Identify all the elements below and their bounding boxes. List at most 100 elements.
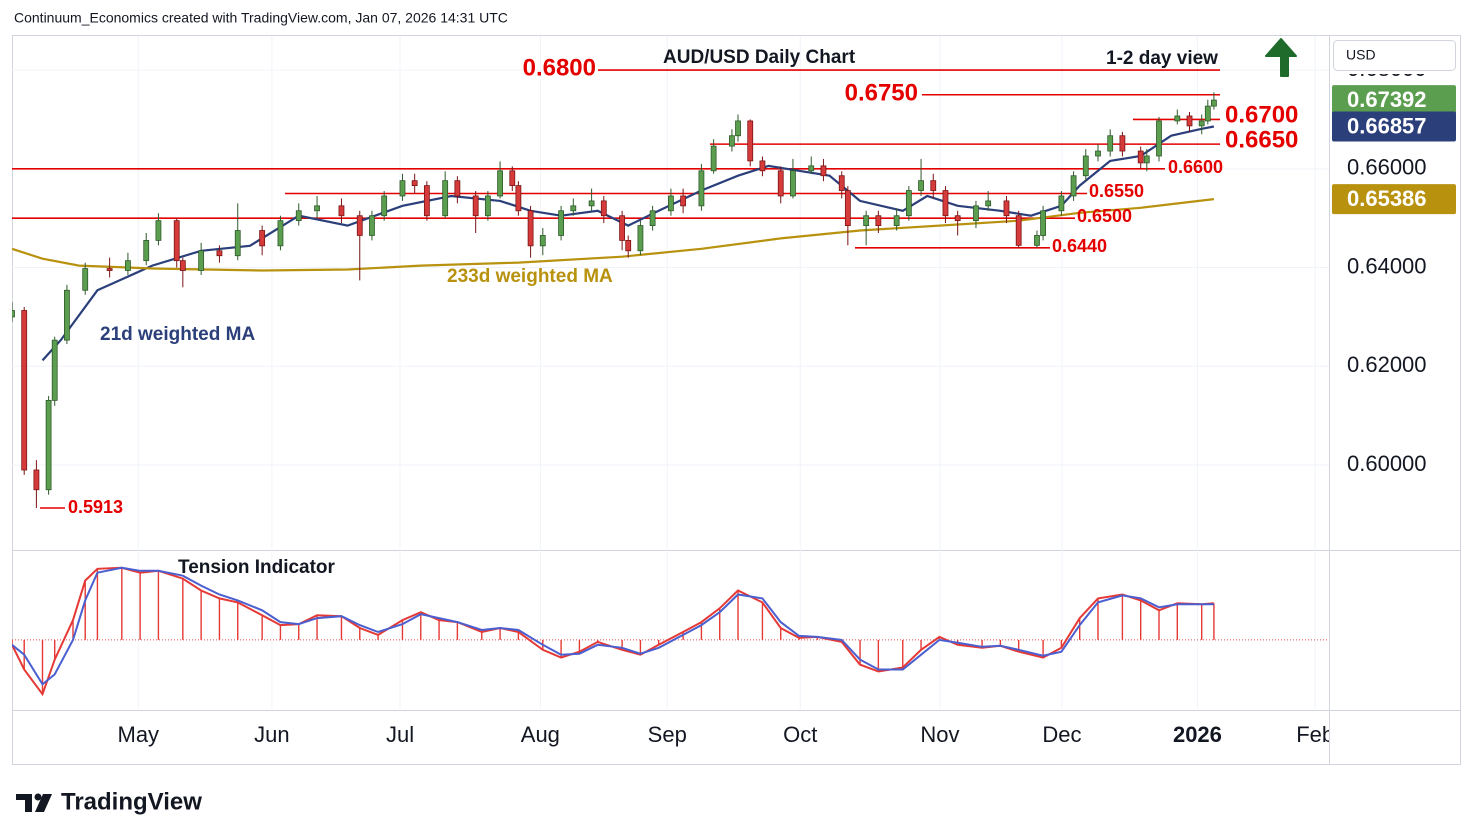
candle-body	[539, 235, 546, 247]
candle-body	[1186, 115, 1193, 127]
candle-body	[423, 185, 430, 217]
candle-body	[381, 195, 388, 217]
indicator-title: Tension Indicator	[178, 557, 336, 578]
candle-body	[844, 190, 851, 226]
candle-body	[1204, 105, 1211, 122]
currency: USD	[1346, 47, 1376, 63]
logo-mark	[16, 794, 32, 812]
x-tick-label: 2026	[1173, 722, 1222, 747]
candle-body	[1119, 135, 1126, 152]
x-tick-label: May	[118, 722, 160, 747]
price-pane	[12, 69, 1220, 509]
frame	[12, 35, 1461, 765]
candle-body	[918, 180, 924, 191]
candle-body	[1040, 210, 1046, 236]
y-tick-label: 0.62000	[1347, 352, 1427, 377]
candle-body	[51, 339, 58, 401]
candle-body	[588, 200, 595, 207]
candle-body	[893, 215, 900, 226]
candle-body	[1095, 150, 1101, 157]
price-badge	[1332, 85, 1456, 116]
level-label: 0.6750	[845, 79, 918, 106]
x-tick-label: Jun	[254, 722, 289, 747]
price-badge	[1332, 111, 1456, 142]
candle-body	[905, 190, 912, 217]
candle-body	[1143, 155, 1150, 164]
candle-body	[33, 469, 40, 491]
candle-body	[954, 215, 961, 222]
candle-body	[295, 210, 302, 222]
candle-body	[527, 210, 534, 247]
candle-body	[82, 268, 89, 291]
candle-body	[277, 220, 284, 247]
header: Continuum_Economics created with Trading…	[14, 10, 508, 26]
candle-body	[314, 205, 320, 212]
candle-body	[234, 230, 241, 257]
candle-body	[1174, 115, 1181, 122]
price-badge	[1332, 184, 1456, 215]
candle-body	[680, 195, 687, 207]
candle-body	[125, 260, 131, 271]
candle-body	[497, 170, 503, 197]
x-tick-label: Aug	[521, 722, 560, 747]
candle-body	[838, 175, 845, 191]
candle-body	[1003, 200, 1010, 217]
candle-body	[570, 205, 577, 212]
y-tick-label: 0.66000	[1347, 155, 1427, 180]
candle-body	[1211, 99, 1217, 107]
level-label: 0.6500	[1077, 206, 1132, 226]
time-axis: May Jun Jul Aug Sep Oct Nov Dec 2026 Feb	[118, 722, 1334, 747]
candle-body	[515, 185, 522, 212]
candle-body	[710, 145, 717, 172]
candle-body	[21, 310, 28, 471]
candle-body	[1156, 120, 1162, 157]
candle-body	[985, 200, 992, 207]
candle-body	[863, 215, 870, 226]
candle-body	[198, 250, 205, 271]
candle-body	[509, 170, 516, 187]
level-label: 0.6650	[1225, 126, 1298, 153]
candle-body	[777, 170, 784, 197]
price-badge-label: 0.65386	[1347, 186, 1427, 211]
chart-title: AUD/USD Daily Chart	[663, 47, 856, 68]
candle-body	[442, 180, 449, 217]
candle-body	[600, 200, 607, 217]
candle-body	[338, 205, 345, 217]
x-tick-label: Feb	[1296, 722, 1334, 747]
candle-body	[820, 165, 827, 177]
level-label: 0.6600	[1168, 157, 1223, 177]
logo: TradingView	[16, 788, 202, 815]
y-tick-label: 0.60000	[1347, 451, 1427, 476]
candle-body	[155, 220, 162, 241]
candle-body	[64, 289, 70, 341]
candle-body	[179, 260, 186, 271]
candle-body	[747, 120, 754, 162]
y-tick-label: 0.64000	[1347, 253, 1427, 278]
level-label: 0.6800	[523, 54, 596, 81]
x-tick-label: Dec	[1042, 722, 1081, 747]
candle-body	[106, 268, 113, 271]
candle-body	[143, 240, 150, 262]
candle-body	[45, 399, 52, 491]
x-tick-label: Oct	[783, 722, 817, 747]
candle-body	[1198, 120, 1205, 127]
candle-body	[484, 195, 491, 217]
candle-body	[216, 250, 223, 257]
level-label: 0.6440	[1052, 236, 1107, 256]
candle-body	[668, 195, 674, 212]
candle-body	[1034, 235, 1040, 246]
ma233-label: 233d weighted MA	[447, 266, 613, 287]
candle-body	[1015, 215, 1022, 246]
level-label: 0.6700	[1225, 101, 1298, 128]
x-tick-label: Jul	[386, 722, 414, 747]
candle-body	[619, 215, 626, 241]
up-arrow	[1265, 38, 1297, 77]
candle-body	[259, 230, 266, 247]
candle-body	[1137, 150, 1144, 164]
candle-body	[1058, 195, 1065, 212]
price-badge-label: 0.67392	[1347, 87, 1427, 112]
x-tick-label: Sep	[648, 722, 687, 747]
